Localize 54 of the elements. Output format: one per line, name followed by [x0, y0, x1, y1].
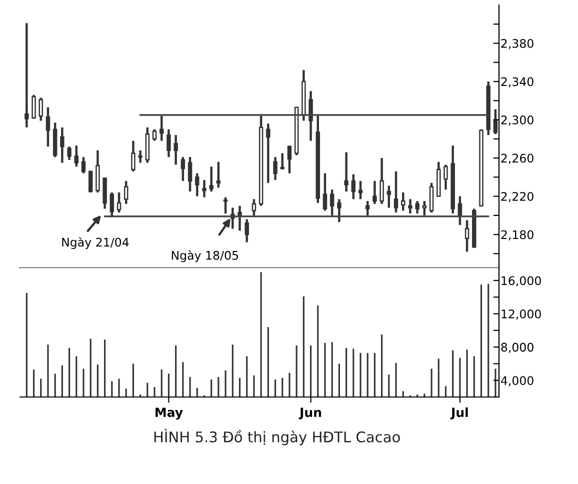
- candlestick: [96, 149, 100, 194]
- candlestick: [131, 140, 136, 173]
- x-tick-label: Jul: [450, 407, 468, 420]
- candlestick: [464, 219, 470, 253]
- candlestick: [160, 114, 164, 142]
- candlestick: [486, 80, 490, 136]
- y-tick-label: 2,180: [501, 230, 534, 240]
- candlestick: [394, 170, 398, 214]
- y-tick-label: 16,000: [502, 276, 541, 286]
- candlestick: [188, 156, 192, 193]
- candlestick: [244, 218, 249, 244]
- candlestick: [46, 106, 50, 148]
- candlestick: [258, 114, 264, 207]
- candlestick: [209, 166, 214, 193]
- candlestick: [24, 22, 29, 129]
- candlestick: [273, 156, 278, 182]
- y-tick-label: 8,000: [501, 342, 534, 353]
- candlestick: [472, 208, 476, 250]
- text: HÌNH 5.3 Đồ thị ngày HĐTL Cacao: [154, 428, 400, 446]
- candlestick: [238, 204, 242, 232]
- candlestick: [337, 198, 342, 224]
- candlestick: [444, 164, 448, 191]
- candlestick: [202, 178, 206, 198]
- candlestick: [116, 191, 122, 214]
- candlestick: [408, 198, 412, 215]
- y-tick-label: 2,220: [501, 192, 534, 202]
- candlestick: [81, 156, 86, 174]
- candlestick: [372, 180, 377, 206]
- candlestick: [415, 200, 420, 215]
- candlestick: [322, 172, 328, 212]
- y-tick-label: 12,000: [502, 309, 541, 320]
- candlestick: [330, 188, 334, 217]
- candlestick: [60, 126, 64, 164]
- y-tick-label: 4,000: [500, 376, 534, 386]
- candlestick: [450, 144, 455, 215]
- candlestick: [52, 122, 58, 158]
- candlestick: [67, 145, 72, 162]
- candlestick: [174, 134, 178, 166]
- candlestick: [308, 90, 313, 142]
- y-tick-label: 2,340: [501, 77, 534, 88]
- candlestick: [380, 156, 384, 206]
- candlestick: [266, 122, 270, 184]
- candlestick: [195, 172, 200, 198]
- annotation: Ngày 21/04: [62, 237, 129, 249]
- candlestick: [316, 114, 320, 204]
- candlestick: [32, 94, 36, 120]
- candlestick: [344, 151, 348, 193]
- y-tick-label: 2,260: [501, 154, 534, 164]
- y-tick-label: 2,300: [501, 115, 534, 126]
- x-tick-label: Jun: [298, 408, 322, 420]
- y-tick-label: 2,380: [501, 38, 534, 50]
- candlestick: [166, 128, 171, 158]
- x-tick-label: May: [156, 408, 183, 420]
- annotation: Ngày 18/05: [172, 250, 238, 262]
